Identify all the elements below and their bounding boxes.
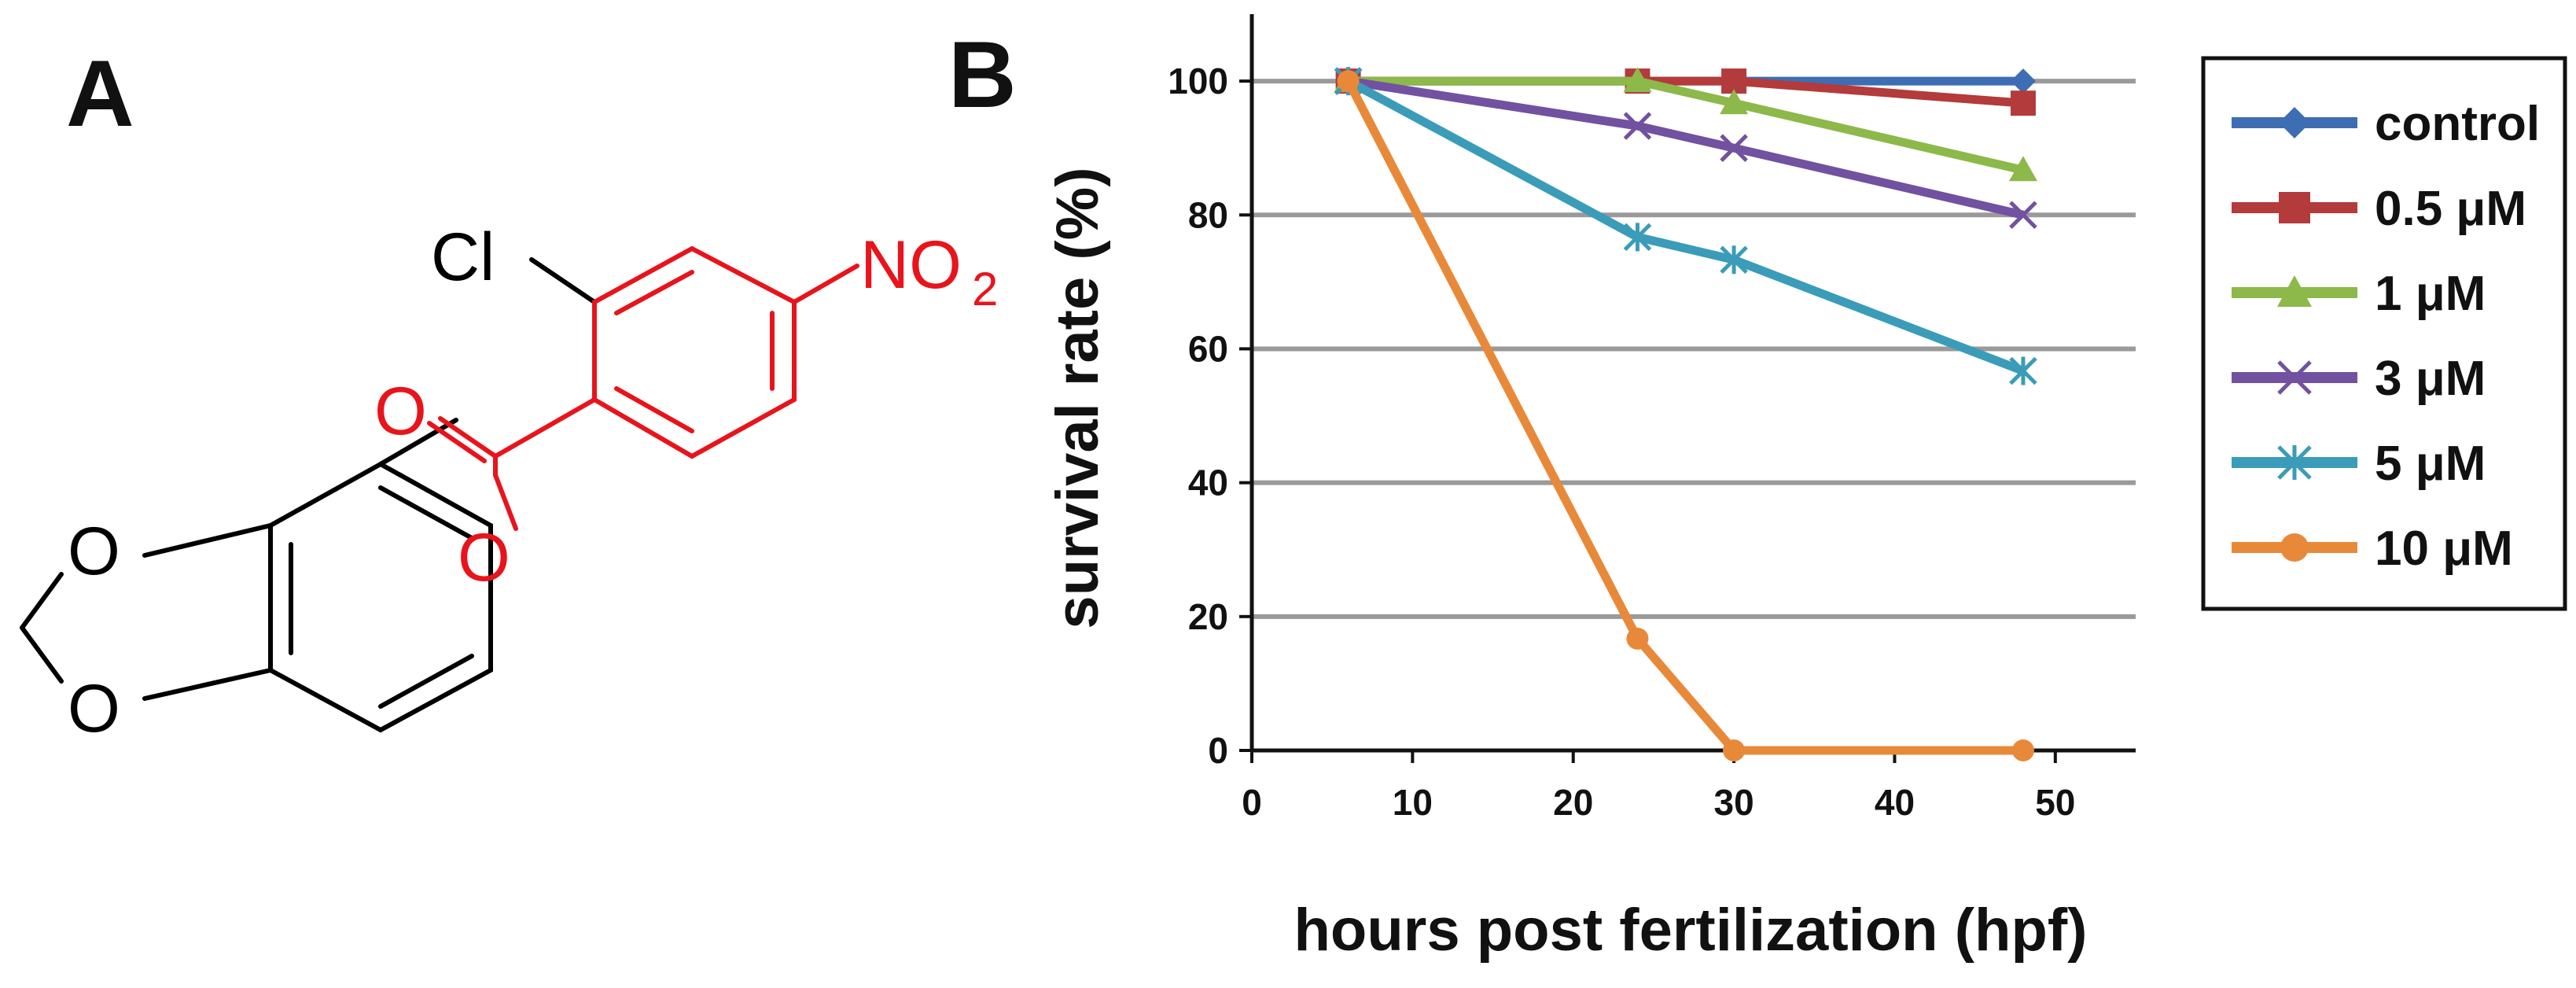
- x-tick-label: 0: [1242, 782, 1262, 823]
- legend-item: 3 μM: [2232, 352, 2486, 406]
- marker-star: [1720, 245, 1748, 275]
- dioxole-bond-2: [142, 668, 273, 701]
- x-axis-ticks: 0 10 20 30 40 50: [1242, 750, 2075, 823]
- ester-o-bond: [493, 473, 518, 531]
- panel-a-label: A: [66, 41, 134, 146]
- panel-b-chart: B 0 20 40 60 80 100 0 10 20 30 40 50 survival rate…: [948, 14, 2567, 964]
- marker-circle: [2280, 533, 2309, 562]
- marker-diamond: [2010, 68, 2036, 94]
- atom-carbonyl-o: O: [374, 374, 427, 449]
- marker-star: [1623, 223, 1652, 252]
- legend-label: 10 μM: [2375, 522, 2513, 576]
- nitro-ring-inner-1: [614, 270, 694, 315]
- marker-triangle: [1623, 67, 1652, 93]
- y-tick-label: 80: [1188, 194, 1228, 235]
- marker-circle: [1723, 739, 1746, 761]
- carbonyl-c-bond: [438, 416, 498, 459]
- dioxole-bond-4: [20, 625, 64, 684]
- series-4: [1334, 67, 2037, 385]
- aryl-ester-bond: [378, 418, 458, 466]
- x-tick-label: 30: [1714, 782, 1754, 823]
- marker-x: [1720, 134, 1748, 162]
- series-line: [1348, 76, 2025, 175]
- carbonyl-double-1: [427, 421, 487, 463]
- legend-label: 3 μM: [2375, 352, 2486, 406]
- marker-triangle: [1720, 89, 1749, 115]
- nitro-ring-inner-3: [614, 386, 694, 433]
- series-lines: [1334, 67, 2037, 761]
- series-5: [1337, 70, 2034, 761]
- y-tick-label: 40: [1188, 463, 1228, 503]
- atom-ring-o1: O: [68, 514, 120, 589]
- legend-label: 0.5 μM: [2375, 182, 2526, 236]
- marker-diamond: [2279, 107, 2310, 138]
- series-line: [1347, 76, 2025, 219]
- legend-item: 0.5 μM: [2232, 182, 2526, 236]
- carbonyl-to-ring: [493, 397, 597, 459]
- red-bonds: [427, 245, 859, 531]
- marker-triangle: [2277, 275, 2312, 307]
- x-tick-label: 40: [1875, 782, 1915, 823]
- series-line: [1344, 79, 2023, 755]
- legend-label: 1 μM: [2375, 267, 2486, 321]
- legend-label: control: [2375, 97, 2540, 151]
- cl-bond: [529, 257, 597, 304]
- marker-x: [1623, 112, 1652, 140]
- panel-a-structure: A: [20, 41, 998, 747]
- y-axis-ticks: 0 20 40 60 80 100: [1168, 61, 1252, 771]
- x-axis-title: hours post fertilization (hpf): [1294, 897, 2087, 964]
- y-tick-label: 60: [1188, 328, 1228, 369]
- marker-square: [2010, 90, 2036, 116]
- y-tick-label: 20: [1188, 596, 1228, 637]
- marker-x: [2009, 201, 2037, 230]
- legend-box: [2201, 56, 2567, 611]
- legend-item: 1 μM: [2232, 267, 2486, 321]
- legend-item: control: [2232, 97, 2540, 151]
- x-tick-label: 20: [1553, 782, 1593, 823]
- y-axis-title: survival rate (%): [1044, 167, 1111, 629]
- y-tick-label: 0: [1208, 730, 1228, 771]
- marker-square: [2279, 192, 2310, 223]
- nitro-bond: [792, 264, 859, 304]
- dioxole-bond-3: [20, 572, 64, 630]
- legend: control 0.5 μM 1 μM 3 μM 5 μM 10 μM: [2201, 56, 2567, 611]
- marker-star: [2277, 445, 2312, 480]
- ring-inner-bond-3: [378, 485, 474, 540]
- y-tick-label: 100: [1168, 61, 1228, 101]
- x-tick-label: 10: [1393, 782, 1433, 823]
- marker-star: [2009, 356, 2037, 385]
- atom-ring-o2: O: [68, 671, 120, 747]
- legend-label: 5 μM: [2375, 437, 2486, 491]
- panel-b-label: B: [948, 22, 1017, 127]
- legend-item: 5 μM: [2232, 437, 2486, 491]
- x-tick-label: 50: [2035, 782, 2075, 823]
- nitro-benzene-ring: [592, 245, 797, 459]
- marker-circle: [1337, 70, 1360, 93]
- ring-inner-bond-2: [378, 654, 474, 709]
- dioxole-bond-1: [142, 523, 273, 558]
- atom-cl: Cl: [431, 219, 495, 295]
- benzodioxole-ring: [268, 461, 493, 733]
- marker-triangle: [2008, 156, 2037, 182]
- marker-x: [2277, 360, 2312, 395]
- marker-circle: [1626, 627, 1649, 650]
- axes: [1249, 14, 2136, 753]
- atom-ester-o: O: [458, 520, 510, 595]
- black-bonds: [20, 257, 597, 733]
- series-line: [1346, 77, 2025, 375]
- atom-no2-subscript: 2: [972, 263, 998, 315]
- marker-circle: [2011, 739, 2034, 761]
- atom-no2: NO: [860, 227, 962, 303]
- legend-item: 10 μM: [2232, 522, 2513, 576]
